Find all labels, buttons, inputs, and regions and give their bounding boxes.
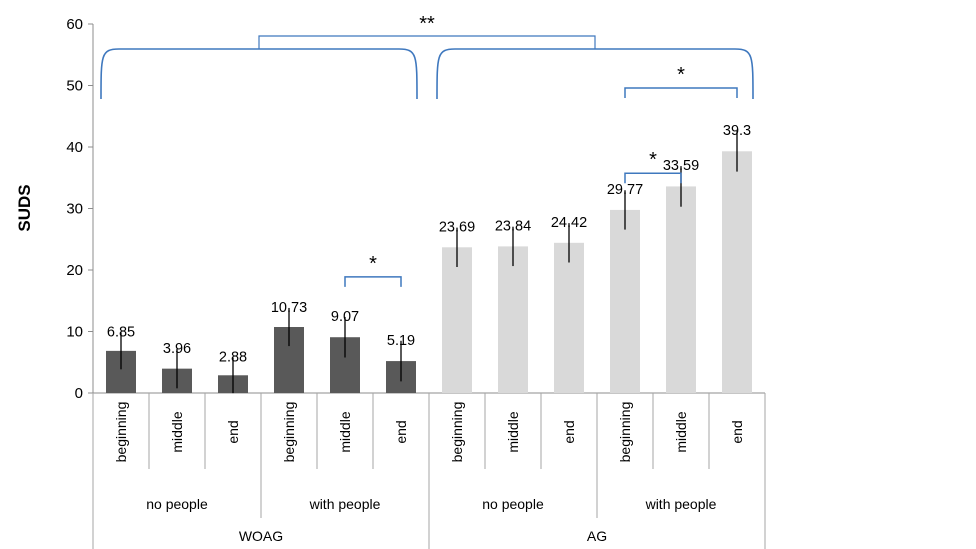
- significance-marker: *: [677, 64, 685, 86]
- significance-brackets: *****: [100, 13, 754, 287]
- bars: [106, 131, 752, 394]
- category-label: middle: [337, 411, 353, 452]
- value-label: 3.96: [163, 341, 191, 357]
- y-tick-label: 60: [66, 16, 83, 33]
- category-label: beginning: [617, 402, 633, 463]
- axes: 0 10 20 30 40 50 60 beginning middle end beginning…: [66, 16, 766, 549]
- subgroup-label: no people: [482, 496, 544, 512]
- category-label: end: [393, 420, 409, 443]
- pair-bracket: [344, 276, 402, 287]
- value-label: 39.3: [723, 123, 751, 139]
- value-label: 23.69: [439, 220, 475, 236]
- significance-marker: **: [419, 13, 435, 35]
- value-label: 9.07: [331, 309, 359, 325]
- group-label: WOAG: [239, 528, 283, 544]
- value-label: 2.88: [219, 349, 247, 365]
- value-label: 10.73: [271, 300, 307, 316]
- value-label: 5.19: [387, 333, 415, 349]
- y-axis-label: SUDS: [15, 184, 34, 231]
- category-label: middle: [169, 411, 185, 452]
- bar: [722, 151, 752, 393]
- value-label: 29.77: [607, 182, 643, 198]
- category-label: end: [225, 420, 241, 443]
- subgroup-label: with people: [645, 496, 717, 512]
- pair-bracket: [624, 87, 738, 99]
- bar: [498, 246, 528, 393]
- value-label: 23.84: [495, 219, 531, 235]
- value-label: 24.42: [551, 215, 587, 231]
- category-label: middle: [505, 411, 521, 452]
- bar: [554, 242, 584, 393]
- y-tick-label: 10: [66, 324, 83, 341]
- pair-bracket: [624, 172, 682, 184]
- significance-marker: *: [649, 149, 657, 171]
- bar: [610, 209, 640, 393]
- y-tick-label: 50: [66, 78, 83, 95]
- category-label: beginning: [449, 402, 465, 463]
- category-label: middle: [673, 411, 689, 452]
- y-tick-label: 40: [66, 139, 83, 156]
- y-tick-label: 20: [66, 262, 83, 279]
- bar: [666, 186, 696, 393]
- category-label: end: [561, 420, 577, 443]
- significance-marker: *: [369, 253, 377, 275]
- category-label: beginning: [113, 402, 129, 463]
- y-tick-label: 30: [66, 201, 83, 218]
- value-label: 6.85: [107, 324, 135, 340]
- between-groups-bracket: [258, 35, 596, 49]
- group-bracket: [100, 48, 418, 100]
- subgroup-label: with people: [309, 496, 381, 512]
- y-tick-label: 0: [75, 385, 83, 402]
- bar: [442, 247, 472, 393]
- category-label: end: [729, 420, 745, 443]
- group-label: AG: [587, 528, 607, 544]
- subgroup-label: no people: [146, 496, 208, 512]
- group-bracket: [436, 48, 754, 100]
- category-label: beginning: [281, 402, 297, 463]
- value-label: 33.59: [663, 158, 699, 174]
- value-labels: 6.85 3.96 2.88 10.73 9.07 5.19 23.69 23.84 24.42…: [107, 123, 751, 365]
